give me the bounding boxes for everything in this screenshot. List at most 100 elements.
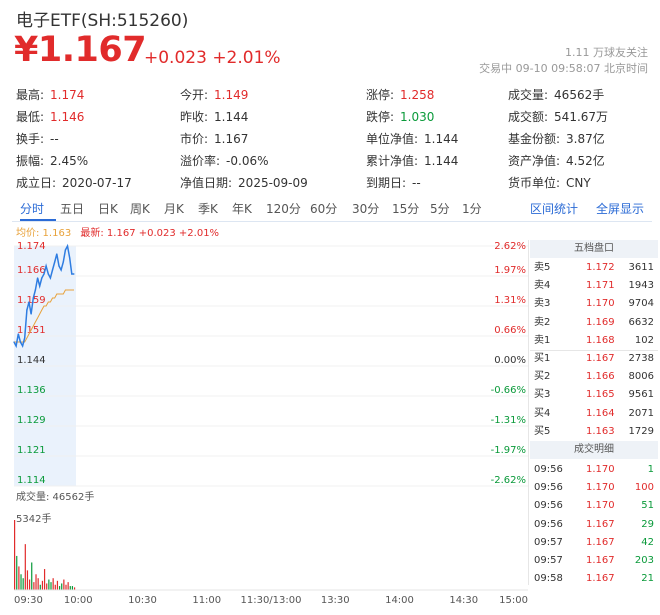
price-point	[13, 341, 15, 343]
price-tick: 1.114	[17, 475, 46, 486]
stat-value: 1.174	[50, 88, 85, 102]
tab-4[interactable]: 月K	[164, 202, 184, 216]
stat-value: --	[50, 132, 59, 146]
trade-row: 09:56 1.170 100	[530, 479, 658, 497]
orderbook-volume: 8006	[628, 371, 654, 383]
volume-bar	[26, 570, 29, 590]
orderbook-volume: 9561	[628, 389, 654, 401]
orderbook-volume: 1943	[628, 280, 654, 292]
stat-cell: 成立日: 2020-07-17	[16, 172, 132, 194]
stat-label: 振幅:	[16, 154, 45, 168]
stat-label: 资产净值:	[508, 154, 561, 168]
volume-bar	[67, 582, 69, 590]
tab-8[interactable]: 60分	[310, 202, 338, 216]
orderbook-price: 1.167	[586, 353, 615, 364]
pct-tick: -1.97%	[491, 445, 526, 456]
price-tick: 1.144	[17, 355, 46, 366]
side-panel-border	[528, 240, 529, 585]
price-point	[73, 273, 75, 275]
orderbook-volume: 2071	[628, 407, 654, 419]
time-tick: 09:30	[14, 595, 43, 606]
current-price: ¥1.167	[14, 30, 147, 70]
price-point	[47, 273, 49, 275]
orderbook-volume: 9704	[628, 298, 654, 310]
orderbook-row: 买3 1.165 9561	[530, 386, 658, 404]
trade-row: 09:56 1.170 51	[530, 497, 658, 515]
price-point	[60, 269, 62, 271]
volume-max-label: 5342手	[16, 512, 51, 525]
price-point	[21, 345, 24, 347]
tab-7[interactable]: 120分	[266, 202, 301, 216]
price-point	[71, 273, 73, 275]
tab-11[interactable]: 5分	[430, 202, 450, 216]
orderbook-row: 买1 1.167 2738	[530, 350, 658, 368]
volume-bar	[24, 544, 26, 590]
tab-1[interactable]: 五日	[60, 202, 85, 216]
trade-price: 1.167	[586, 536, 615, 548]
intraday-chart[interactable]: 1.174 2.62%1.166 1.97%1.159 1.31%1.151 0.66%…	[0, 238, 660, 615]
orderbook-level: 卖1	[534, 334, 551, 346]
price-point	[41, 277, 43, 279]
price-tick: 1.136	[17, 385, 46, 396]
orderbook-price: 1.171	[586, 280, 615, 292]
last-price-legend: 最新: 1.167 +0.023 +2.01%	[80, 228, 220, 239]
volume-bar	[50, 582, 52, 590]
stat-value: 4.52亿	[566, 154, 605, 168]
trades-title: 成交明细	[530, 441, 658, 459]
trade-row: 09:56 1.167 29	[530, 516, 658, 534]
price-tick: 1.174	[17, 241, 46, 252]
trade-volume: 42	[641, 536, 654, 548]
volume-bar	[54, 584, 56, 590]
stat-cell: 净值日期: 2025-09-09	[180, 172, 308, 194]
volume-bar	[33, 582, 35, 590]
trade-time: 09:58	[534, 573, 563, 585]
stat-cell: 基金份额: 3.87亿	[508, 128, 605, 150]
stat-cell: 溢价率: -0.06%	[180, 150, 269, 172]
tab-0[interactable]: 分时	[20, 202, 45, 216]
stat-cell: 到期日: --	[366, 172, 421, 194]
volume-bar	[16, 555, 18, 590]
price-tick: 1.121	[17, 445, 46, 456]
trade-row: 09:58 1.167 21	[530, 570, 658, 588]
pct-tick: -2.62%	[491, 475, 526, 486]
stat-label: 基金份额:	[508, 132, 561, 146]
stat-cell: 成交额: 541.67万	[508, 106, 608, 128]
orderbook-volume: 2738	[628, 353, 654, 364]
trade-time: 09:56	[534, 464, 563, 475]
price-point	[39, 285, 41, 287]
volume-bar	[65, 584, 67, 590]
follower-count[interactable]: 1.11 万球友关注	[565, 46, 648, 59]
price-point	[24, 337, 26, 339]
orderbook-row: 卖3 1.170 9704	[530, 295, 658, 313]
price-point	[32, 297, 34, 299]
stat-cell: 货币单位: CNY	[508, 172, 591, 194]
volume-bar	[43, 569, 46, 590]
chart-tabs: 分时 五日 日K 周K 月K 季K 年K 120分 60分 30分 15分 5分 1分 区间统计 全屏显示	[12, 198, 660, 222]
trade-row: 09:57 1.167 42	[530, 534, 658, 552]
stat-value: --	[412, 176, 421, 190]
fullscreen-link[interactable]: 全屏显示	[596, 202, 645, 216]
trade-time: 09:56	[534, 482, 563, 494]
volume-bar	[37, 578, 39, 590]
tab-3[interactable]: 周K	[130, 202, 150, 216]
time-tick: 13:30	[321, 595, 350, 606]
range-stats-link[interactable]: 区间统计	[530, 202, 579, 216]
stat-cell: 最低: 1.146	[16, 106, 84, 128]
stat-value: 1.167	[214, 132, 249, 146]
price-point	[58, 265, 60, 267]
tab-5[interactable]: 季K	[198, 202, 218, 216]
stat-label: 最高:	[16, 88, 45, 102]
price-point	[43, 273, 45, 275]
trade-volume: 203	[634, 555, 654, 566]
tab-2[interactable]: 日K	[98, 202, 118, 216]
price-point	[17, 333, 19, 335]
tab-6[interactable]: 年K	[232, 202, 252, 216]
tab-12[interactable]: 1分	[462, 202, 482, 216]
fund-title: 电子ETF(SH:515260)	[16, 11, 189, 31]
stat-cell: 振幅: 2.45%	[16, 150, 88, 172]
stat-value: 46562手	[554, 88, 605, 102]
tab-9[interactable]: 30分	[352, 202, 380, 216]
stat-value: -0.06%	[226, 154, 269, 168]
stat-cell: 累计净值: 1.144	[366, 150, 458, 172]
tab-10[interactable]: 15分	[392, 202, 420, 216]
